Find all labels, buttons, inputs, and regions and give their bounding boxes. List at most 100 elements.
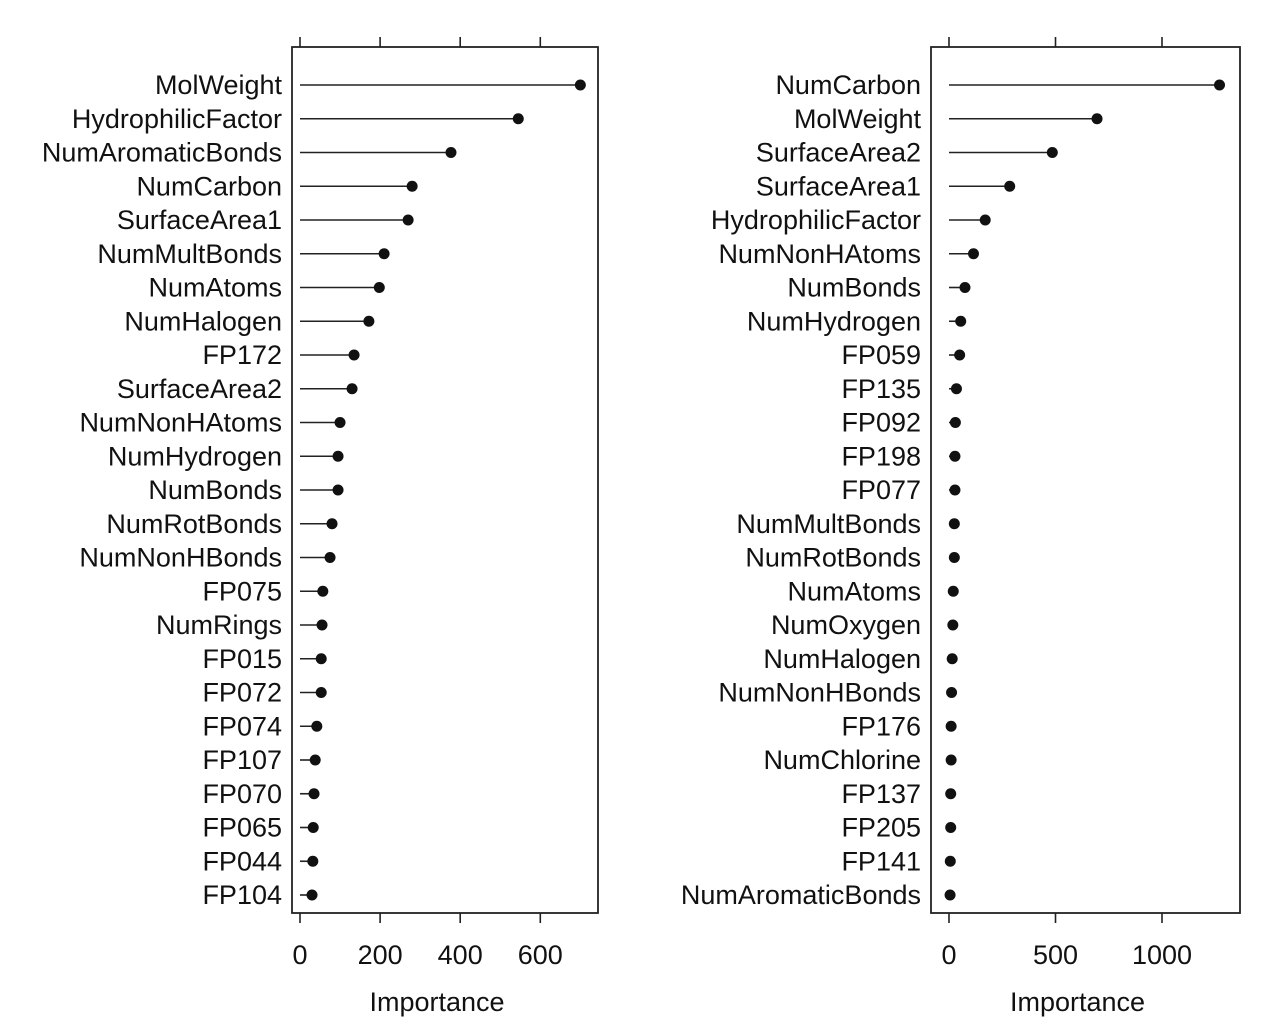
category-label: NumHalogen — [124, 306, 282, 336]
importance-dot — [945, 822, 957, 833]
category-label: NumNonHAtoms — [79, 408, 282, 438]
category-label: NumRings — [156, 610, 282, 640]
panel-left: 0 200 400 600 Importance MolWeight Hydrophilic… — [42, 37, 599, 1017]
x-axis-title: Importance — [369, 987, 504, 1017]
category-label: SurfaceArea2 — [756, 138, 921, 168]
importance-dot — [945, 720, 957, 732]
x-tick-label: 1000 — [1132, 940, 1192, 970]
category-label: FP059 — [841, 340, 921, 370]
category-label: FP107 — [202, 745, 282, 775]
category-label: NumHydrogen — [108, 441, 282, 471]
category-label: NumBonds — [787, 273, 921, 303]
category-label: FP074 — [202, 711, 282, 741]
importance-dot — [308, 788, 320, 800]
category-label: FP141 — [841, 846, 921, 876]
category-label: FP092 — [841, 408, 921, 438]
category-label: MolWeight — [155, 70, 283, 100]
category-label: NumAromaticBonds — [681, 880, 921, 910]
importance-dot — [316, 619, 328, 631]
importance-dot — [512, 113, 524, 125]
category-label: SurfaceArea1 — [117, 205, 282, 235]
category-label: NumHydrogen — [747, 306, 921, 336]
importance-dot — [311, 720, 323, 732]
importance-dot — [334, 417, 346, 428]
category-label: NumCarbon — [775, 70, 921, 100]
category-label: HydrophilicFactor — [711, 205, 921, 235]
category-label: NumMultBonds — [736, 509, 921, 539]
importance-dot — [332, 450, 344, 462]
importance-dot — [948, 518, 960, 530]
importance-dot — [326, 518, 338, 530]
x-axis-title: Importance — [1010, 987, 1145, 1017]
importance-dot — [947, 585, 959, 597]
importance-dot — [315, 687, 327, 698]
importance-dot — [317, 585, 329, 597]
category-label: SurfaceArea2 — [117, 374, 282, 404]
category-label: MolWeight — [794, 104, 922, 134]
importance-dot — [363, 315, 375, 327]
importance-dot — [306, 889, 318, 901]
importance-dot — [949, 450, 961, 462]
importance-dot — [945, 754, 957, 766]
category-label: NumNonHBonds — [79, 543, 282, 573]
category-label: FP072 — [202, 678, 282, 708]
importance-dot — [948, 552, 960, 563]
importance-dot — [946, 687, 958, 698]
category-label: FP198 — [841, 441, 921, 471]
category-label: NumChlorine — [763, 745, 921, 775]
importance-dot — [406, 180, 418, 192]
category-label: FP137 — [841, 779, 921, 809]
category-label: NumBonds — [148, 475, 282, 505]
importance-dot — [346, 383, 358, 395]
importance-dot — [307, 855, 319, 867]
importance-dot — [955, 315, 967, 327]
importance-dot — [949, 484, 961, 496]
importance-dot — [309, 754, 321, 766]
importance-dot — [967, 248, 979, 260]
panel-right: 0 500 1000 Importance NumCarbon MolWeight Surf… — [681, 37, 1241, 1017]
category-label: NumAromaticBonds — [42, 138, 282, 168]
x-tick-label: 600 — [518, 940, 563, 970]
importance-dot — [574, 79, 586, 91]
category-label: NumCarbon — [136, 171, 282, 201]
importance-dot — [324, 552, 336, 563]
category-label: NumRotBonds — [106, 509, 282, 539]
category-label: NumNonHBonds — [718, 678, 921, 708]
category-label: SurfaceArea1 — [756, 171, 921, 201]
x-tick-label: 500 — [1033, 940, 1078, 970]
x-tick-label: 0 — [941, 940, 956, 970]
plot-frame — [930, 46, 1241, 914]
category-label: FP172 — [202, 340, 282, 370]
importance-dot — [950, 383, 962, 395]
importance-dot — [959, 282, 971, 293]
category-label: NumMultBonds — [97, 239, 282, 269]
category-label: FP044 — [202, 846, 282, 876]
importance-dot — [946, 653, 958, 665]
importance-dot — [944, 855, 956, 867]
category-label: NumAtoms — [148, 273, 282, 303]
importance-dot — [445, 147, 457, 158]
x-tick-label: 0 — [292, 940, 307, 970]
plot-frame — [291, 46, 599, 914]
importance-dot — [315, 653, 327, 665]
importance-dot — [1091, 113, 1103, 125]
category-label: FP070 — [202, 779, 282, 809]
x-tick-label: 200 — [358, 940, 403, 970]
category-label: FP176 — [841, 711, 921, 741]
category-label: NumNonHAtoms — [718, 239, 921, 269]
importance-dot — [947, 619, 959, 631]
category-label: NumAtoms — [787, 576, 921, 606]
category-label: FP135 — [841, 374, 921, 404]
importance-dot — [373, 282, 385, 293]
x-tick-label: 400 — [438, 940, 483, 970]
category-label: NumOxygen — [771, 610, 921, 640]
category-label: FP104 — [202, 880, 282, 910]
importance-dot — [378, 248, 390, 260]
importance-dot — [348, 349, 360, 361]
category-label: FP015 — [202, 644, 282, 674]
importance-dot — [979, 214, 991, 226]
category-label: FP205 — [841, 813, 921, 843]
importance-dot — [954, 349, 966, 361]
category-label: FP065 — [202, 813, 282, 843]
